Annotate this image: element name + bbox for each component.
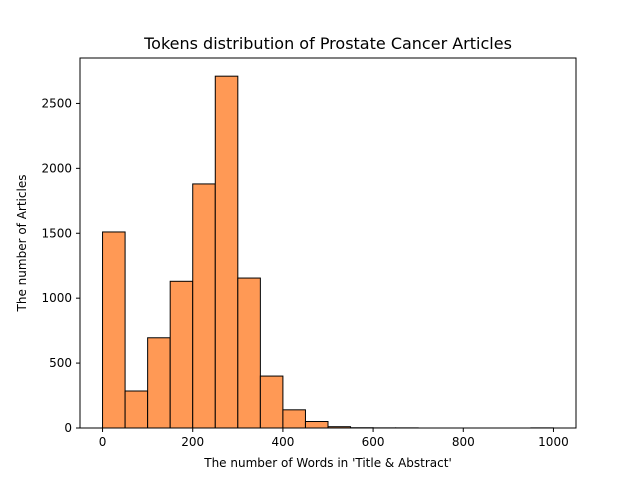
x-tick-label: 1000 — [538, 435, 569, 449]
y-tick-label: 1000 — [41, 291, 72, 305]
histogram-bar-1 — [124, 390, 149, 429]
y-tick-label: 500 — [49, 356, 72, 370]
histogram-bar-7 — [259, 375, 284, 429]
histogram-bar-6 — [237, 277, 261, 429]
x-tick-label: 800 — [452, 435, 475, 449]
chart-title: Tokens distribution of Prostate Cancer A… — [143, 34, 512, 53]
histogram-bar-9 — [304, 421, 329, 429]
y-axis-label: The number of Articles — [15, 175, 29, 313]
histogram-bar-3 — [169, 280, 194, 429]
x-axis-label: The number of Words in 'Title & Abstract… — [203, 456, 452, 470]
y-tick-label: 1500 — [41, 226, 72, 240]
bars-group — [102, 75, 554, 429]
y-axis-ticks: 0 500 1000 1500 2000 2500 — [41, 96, 80, 435]
x-tick-label: 200 — [181, 435, 204, 449]
y-tick-label: 2000 — [41, 161, 72, 175]
plot-frame — [79, 57, 577, 429]
x-axis-ticks: 0 200 400 600 800 1000 — [99, 428, 569, 449]
x-tick-label: 0 — [99, 435, 107, 449]
x-tick-label: 600 — [362, 435, 385, 449]
histogram-bar-0 — [102, 231, 126, 429]
y-tick-label: 0 — [64, 421, 72, 435]
histogram-bar-5 — [214, 75, 239, 429]
histogram-bar-4 — [192, 183, 216, 429]
x-tick-label: 400 — [271, 435, 294, 449]
y-tick-label: 2500 — [41, 96, 72, 110]
histogram-bar-2 — [147, 337, 171, 429]
histogram-bar-8 — [282, 409, 306, 429]
